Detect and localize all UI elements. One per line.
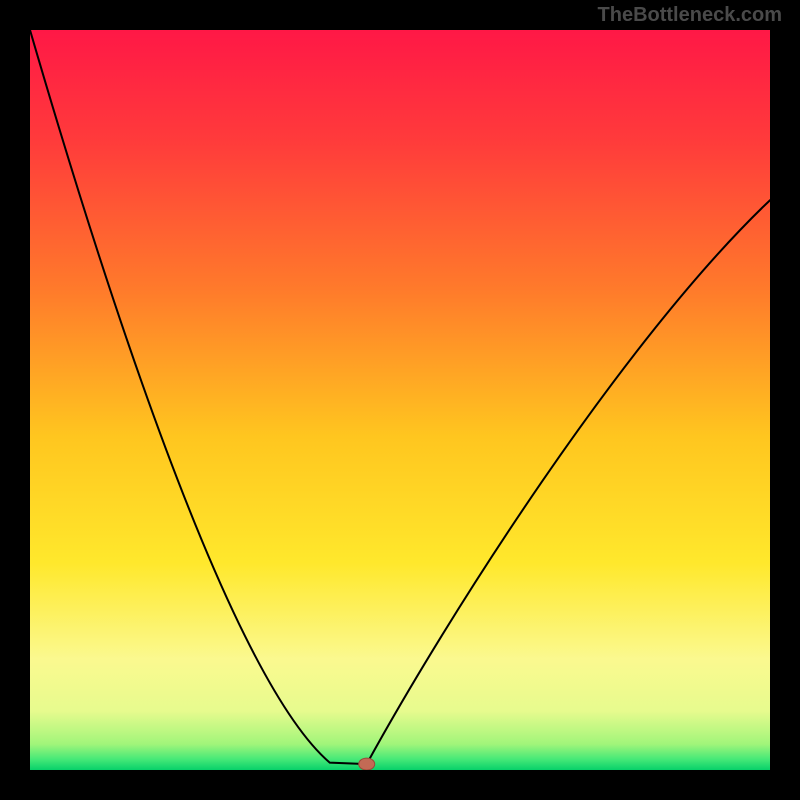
curve-layer — [30, 30, 770, 770]
optimum-marker — [359, 758, 375, 770]
chart-area — [30, 30, 770, 770]
watermark-text: TheBottleneck.com — [598, 4, 782, 27]
bottleneck-curve — [30, 30, 770, 764]
